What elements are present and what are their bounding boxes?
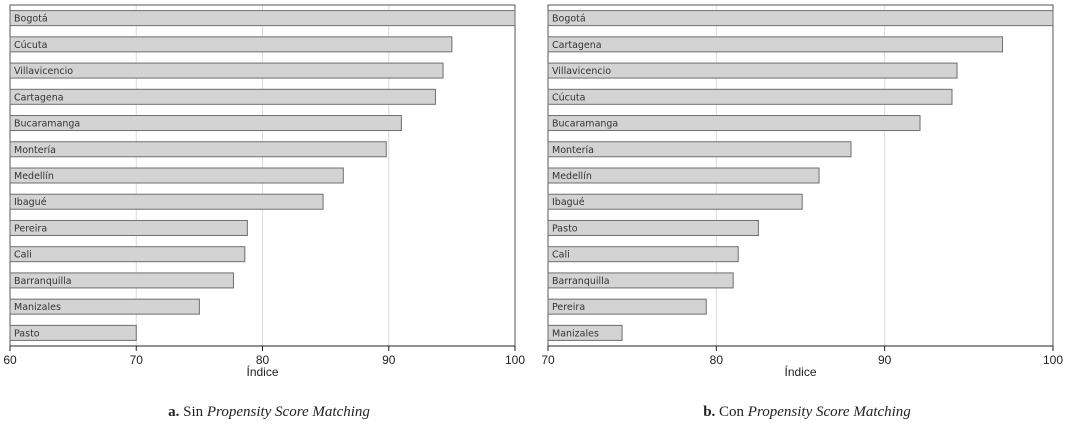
x-tick-label: 90 <box>382 353 396 367</box>
bar-label: Cali <box>14 250 32 261</box>
bar <box>10 89 435 104</box>
caption-emphasis: Propensity Score Matching <box>207 404 370 420</box>
bar-label: Bucaramanga <box>552 119 618 130</box>
x-tick-label: 70 <box>541 353 555 367</box>
caption-prefix: Con <box>719 404 744 420</box>
x-tick-label: 60 <box>3 353 17 367</box>
x-tick-label: 90 <box>878 353 892 367</box>
bar-label: Barranquilla <box>552 276 610 287</box>
x-tick-label: 100 <box>1043 353 1063 367</box>
x-axis-title: Índice <box>246 364 278 379</box>
bar-label: Montería <box>14 145 56 156</box>
bar <box>10 247 245 262</box>
bar-label: Cali <box>552 250 570 261</box>
bar <box>10 194 323 209</box>
bar-label: Ibagué <box>14 197 47 208</box>
bar <box>10 142 386 157</box>
bar-label: Cartagena <box>14 92 64 103</box>
bar-label: Medellín <box>552 171 592 182</box>
bar <box>548 247 738 262</box>
x-axis-title: Índice <box>784 364 816 379</box>
caption-emphasis: Propensity Score Matching <box>748 404 911 420</box>
bar-label: Pasto <box>552 223 578 234</box>
bar-label: Pereira <box>552 302 585 313</box>
caption-letter: a. <box>168 404 179 420</box>
x-tick-label: 100 <box>505 353 525 367</box>
caption-letter: b. <box>703 404 715 420</box>
bar-label: Manizales <box>552 328 599 339</box>
bar-label: Pereira <box>14 223 47 234</box>
chart-sin-psm: Bogotá Cúcuta Villavicencio Cartagena Bucara… <box>0 0 538 400</box>
bar-label: Pasto <box>14 328 40 339</box>
bar-label: Cartagena <box>552 40 602 51</box>
caption-prefix: Sin <box>183 404 203 420</box>
x-tick-label: 80 <box>710 353 724 367</box>
bar <box>548 194 802 209</box>
bar-label: Barranquilla <box>14 276 72 287</box>
chart-con-psm: Bogotá Cartagena Villavicencio Cúcuta Bucara… <box>538 0 1076 400</box>
bar <box>10 63 443 78</box>
bar-label: Cúcuta <box>552 92 585 103</box>
caption-con-psm: b. Con Propensity Score Matching <box>538 404 1076 421</box>
bar-label: Villavicencio <box>552 66 611 77</box>
bar <box>548 37 1003 52</box>
bar-label: Bogotá <box>14 14 48 25</box>
bar <box>10 168 343 183</box>
bar-label: Villavicencio <box>14 66 73 77</box>
bar-label: Bucaramanga <box>14 119 80 130</box>
bar-label: Medellín <box>14 171 54 182</box>
bar <box>10 11 515 26</box>
bar-label: Ibagué <box>552 197 585 208</box>
bar <box>548 11 1053 26</box>
caption-sin-psm: a. Sin Propensity Score Matching <box>0 404 538 421</box>
bar <box>548 220 758 235</box>
bar-label: Montería <box>552 145 594 156</box>
bar <box>548 89 952 104</box>
bar-label: Manizales <box>14 302 61 313</box>
bar-label: Cúcuta <box>14 40 47 51</box>
bar-label: Bogotá <box>552 14 586 25</box>
x-tick-label: 70 <box>130 353 144 367</box>
bar <box>10 37 452 52</box>
